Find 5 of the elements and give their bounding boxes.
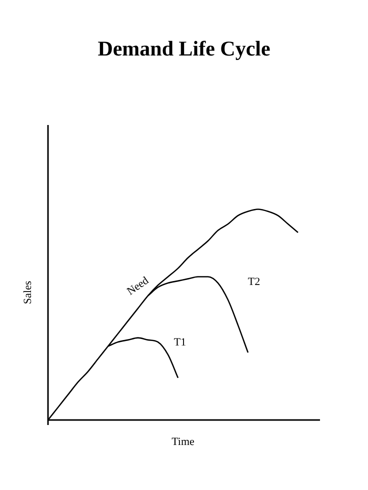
y-axis-title: Sales (22, 280, 34, 304)
text: T2 (248, 276, 260, 288)
chart-title: Demand Life Cycle (98, 36, 270, 60)
x-axis-title: Time (172, 436, 195, 448)
series-label: T1 (174, 336, 186, 349)
